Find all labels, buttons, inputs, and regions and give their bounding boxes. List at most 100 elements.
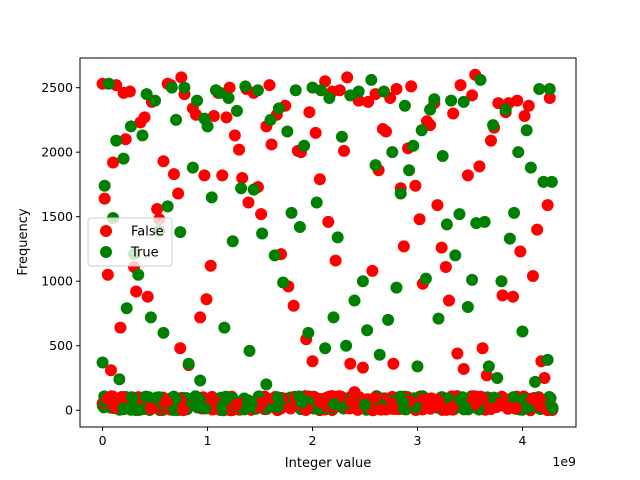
point-false	[457, 362, 470, 375]
point-true	[545, 175, 558, 188]
point-false	[198, 169, 211, 182]
band-point	[526, 392, 539, 405]
point-false	[442, 294, 455, 307]
point-false	[151, 202, 164, 215]
point-false	[223, 81, 236, 94]
point-false	[466, 89, 479, 102]
point-true	[174, 226, 187, 239]
point-true	[529, 375, 542, 388]
point-true	[272, 102, 285, 115]
band-point	[271, 401, 284, 414]
y-tick-label: 2000	[41, 145, 73, 160]
point-true	[377, 85, 390, 98]
point-false	[480, 369, 493, 382]
point-true	[124, 120, 137, 133]
point-true	[243, 344, 256, 357]
point-false	[313, 173, 326, 186]
point-false	[101, 268, 114, 281]
band-point	[117, 402, 130, 415]
point-true	[487, 119, 500, 132]
band-point	[507, 391, 520, 404]
point-true	[403, 164, 416, 177]
point-true	[503, 232, 516, 245]
point-true	[268, 249, 281, 262]
point-false	[104, 364, 117, 377]
band-point	[459, 401, 472, 414]
point-true	[424, 103, 437, 116]
point-false	[287, 299, 300, 312]
x-axis: 0 1 2 3 4	[99, 427, 526, 448]
band-point	[369, 391, 382, 404]
point-false	[484, 134, 497, 147]
point-true	[331, 231, 344, 244]
legend-label-true: True	[130, 246, 159, 261]
point-false	[322, 215, 335, 228]
point-true	[226, 235, 239, 248]
point-true	[251, 84, 264, 97]
point-true	[348, 294, 361, 307]
band-point	[230, 398, 243, 411]
point-true	[407, 139, 420, 152]
band-point	[169, 392, 182, 405]
point-false	[172, 187, 185, 200]
point-true	[453, 208, 466, 221]
point-false	[220, 111, 233, 124]
band-point	[519, 400, 532, 413]
point-true	[491, 371, 504, 384]
point-true	[457, 95, 470, 108]
point-false	[387, 357, 400, 370]
point-true	[398, 99, 411, 112]
point-true	[482, 360, 495, 373]
point-true	[165, 81, 178, 94]
point-false	[531, 223, 544, 236]
point-false	[538, 371, 551, 384]
point-false	[138, 111, 151, 124]
point-false	[518, 110, 531, 123]
point-false	[242, 196, 255, 209]
point-true	[170, 113, 183, 126]
point-false	[451, 347, 464, 360]
point-true	[222, 91, 235, 104]
point-false	[496, 289, 509, 302]
x-tick-label: 1	[204, 433, 212, 448]
point-false	[435, 241, 448, 254]
point-false	[526, 270, 539, 283]
point-true	[361, 324, 374, 337]
point-false	[461, 169, 474, 182]
point-true	[524, 161, 537, 174]
band-point	[445, 401, 458, 414]
band-point	[108, 401, 121, 414]
point-true	[537, 175, 550, 188]
point-true	[194, 374, 207, 387]
point-false	[405, 80, 418, 93]
band-point	[139, 390, 152, 403]
point-false	[194, 311, 207, 324]
x-tick-label: 4	[518, 433, 526, 448]
point-false	[167, 168, 180, 181]
band-point	[144, 402, 157, 415]
point-true	[298, 139, 311, 152]
point-true	[157, 326, 170, 339]
dense-band-layer	[96, 390, 559, 417]
point-false	[366, 264, 379, 277]
point-true	[260, 378, 273, 391]
point-false	[204, 259, 217, 272]
point-false	[255, 208, 268, 221]
band-point	[420, 398, 433, 411]
point-false	[98, 192, 111, 205]
point-true	[394, 187, 407, 200]
point-false	[439, 261, 452, 274]
point-true	[533, 82, 546, 95]
band-point	[397, 396, 410, 409]
point-false	[397, 240, 410, 253]
x-tick-label: 3	[414, 433, 422, 448]
point-false	[511, 94, 524, 107]
point-false	[157, 155, 170, 168]
point-true	[239, 80, 252, 93]
point-false	[431, 199, 444, 212]
point-false	[175, 71, 188, 84]
point-false	[543, 91, 556, 104]
y-axis-title: Frequency	[16, 208, 31, 275]
point-true	[205, 191, 218, 204]
point-true	[543, 82, 556, 95]
